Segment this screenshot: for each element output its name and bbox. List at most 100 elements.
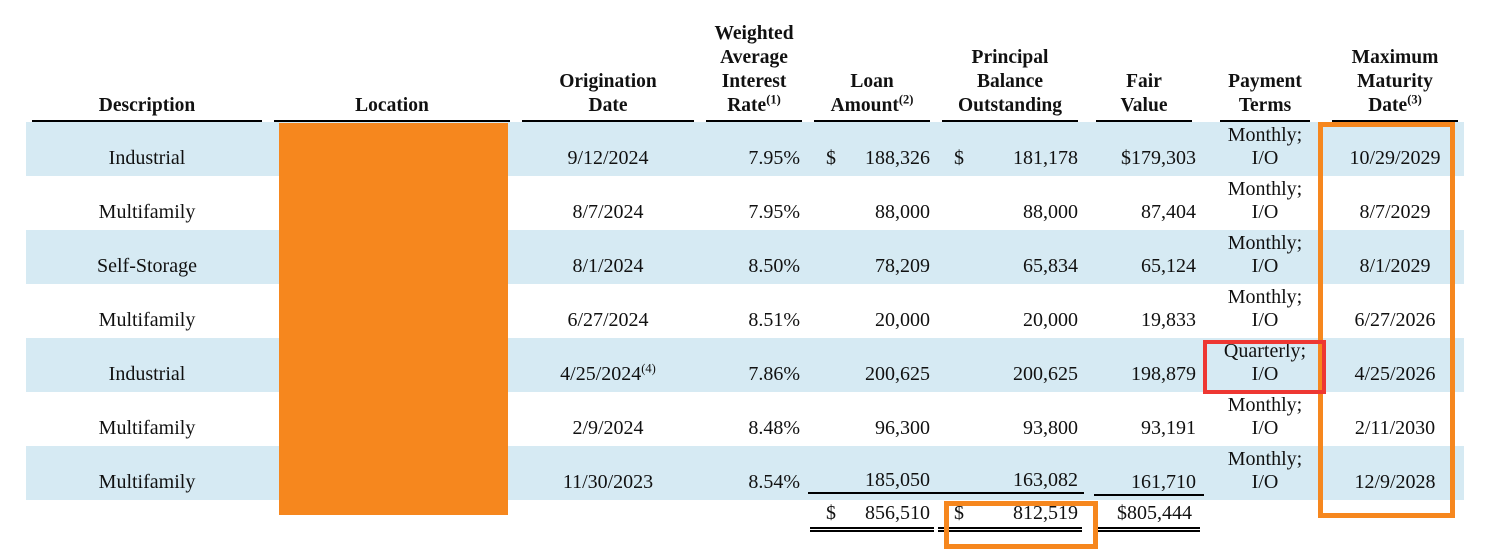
loan-amount-total-value: 856,510 [865,502,930,524]
loan-amount-value: 88,000 [875,201,930,223]
origination-date-value: 4/25/2024 [560,363,642,385]
maturity-date-value: 2/11/2030 [1354,417,1436,439]
description-value: Self-Storage [97,255,197,277]
fair-value-cell: 87,404 [1084,176,1204,230]
origination-date-value: 11/30/2023 [562,471,654,493]
interest-rate-value: 7.95% [748,147,800,169]
dollar-sign: $ [826,502,836,524]
loan-amount-value: 78,209 [875,255,930,277]
fair-value-value: $179,303 [1121,147,1196,169]
origination-date-value: 9/12/2024 [567,147,649,169]
dollar-sign: $ [826,147,836,169]
loan-amount-cell: 185,050 [808,446,936,500]
interest-rate-value: 7.86% [748,363,800,385]
payment-terms-cell: Monthly; I/O [1204,392,1326,446]
description-cell: Multifamily [26,446,268,500]
origination-date-cell: 6/27/2024 [516,284,700,338]
empty-cell [26,500,268,540]
fair-value-total-cell: $805,444 [1084,500,1204,540]
description-cell: Industrial [26,122,268,176]
description-value: Multifamily [98,471,196,493]
col-header-description: Description [26,0,268,122]
origination-date-cell: 8/1/2024 [516,230,700,284]
description-cell: Multifamily [26,284,268,338]
loan-amount-total-cell: $856,510 [808,500,936,540]
principal-balance-value: 181,178 [1013,147,1078,169]
col-header-label: Origination Date [559,71,657,116]
col-header-origination-date: Origination Date [516,0,700,122]
payment-frequency: Quarterly; [1223,340,1307,362]
fair-value-cell: 19,833 [1084,284,1204,338]
principal-balance-value: 163,082 [1013,469,1078,491]
col-header-label: Loan Amount [830,71,899,116]
fair-value-cell: 161,710 [1084,446,1204,500]
payment-terms-cell: Monthly; I/O [1204,176,1326,230]
fair-value-cell: 93,191 [1084,392,1204,446]
empty-cell [516,500,700,540]
payment-frequency: Monthly; [1227,394,1303,416]
principal-balance-cell: 20,000 [936,284,1084,338]
maturity-date-value: 4/25/2026 [1354,363,1436,385]
payment-type: I/O [1251,309,1279,331]
loan-schedule-table: Description Location Origination Date We… [26,0,1464,540]
col-header-label: Description [98,95,196,116]
fair-value-value: 161,710 [1131,471,1196,493]
principal-balance-total-cell: $812,519 [936,500,1084,540]
interest-rate-value: 8.51% [748,309,800,331]
interest-rate-value: 7.95% [748,201,800,223]
principal-total-highlight-box [944,501,1098,549]
table-row: Multifamily 6/27/2024 8.51% 20,000 20,00… [26,284,1464,338]
col-header-interest-rate: Weighted Average Interest Rate(1) [700,0,808,122]
maturity-date-cell: 6/27/2026 [1326,284,1464,338]
loan-amount-value: 200,625 [865,363,930,385]
principal-balance-cell: $181,178 [936,122,1084,176]
maturity-date-value: 8/1/2029 [1359,255,1431,277]
payment-type: I/O [1251,201,1279,223]
principal-balance-value: 20,000 [1023,309,1078,331]
description-cell: Industrial [26,338,268,392]
loan-amount-value: 20,000 [875,309,930,331]
fair-value-value: 65,124 [1141,255,1196,277]
payment-type: I/O [1251,255,1279,277]
principal-balance-cell: 200,625 [936,338,1084,392]
col-header-label: Fair Value [1120,71,1168,116]
maturity-date-value: 8/7/2029 [1359,201,1431,223]
footnote-marker: (1) [766,92,781,107]
principal-balance-value: 65,834 [1023,255,1078,277]
table-row: Self-Storage 8/1/2024 8.50% 78,209 65,83… [26,230,1464,284]
table-row: Multifamily 2/9/2024 8.48% 96,300 93,800… [26,392,1464,446]
col-header-payment-terms: Payment Terms [1204,0,1326,122]
loan-amount-cell: 200,625 [808,338,936,392]
origination-date-cell: 9/12/2024 [516,122,700,176]
location-redaction-block [279,123,508,515]
fair-value-value: 93,191 [1141,417,1196,439]
loan-amount-cell: $188,326 [808,122,936,176]
description-value: Industrial [108,363,186,385]
interest-rate-cell: 8.54% [700,446,808,500]
maturity-date-cell: 8/7/2029 [1326,176,1464,230]
footnote-marker: (4) [641,361,656,376]
description-cell: Multifamily [26,176,268,230]
principal-balance-cell: 88,000 [936,176,1084,230]
loan-amount-cell: 20,000 [808,284,936,338]
description-value: Multifamily [98,309,196,331]
fair-value-cell: $179,303 [1084,122,1204,176]
maturity-date-cell: 2/11/2030 [1326,392,1464,446]
origination-date-value: 2/9/2024 [572,417,644,439]
maturity-date-cell: 10/29/2029 [1326,122,1464,176]
footnote-marker: (3) [1407,92,1422,107]
interest-rate-cell: 7.95% [700,122,808,176]
totals-row: $856,510 $812,519 $805,444 [26,500,1464,540]
payment-terms-cell: Monthly; I/O [1204,284,1326,338]
header-row: Description Location Origination Date We… [26,0,1464,122]
description-cell: Self-Storage [26,230,268,284]
payment-type: I/O [1251,471,1279,493]
payment-terms-cell: Quarterly; I/O [1204,338,1326,392]
payment-frequency: Monthly; [1227,232,1303,254]
principal-balance-cell: 93,800 [936,392,1084,446]
principal-balance-value: 93,800 [1023,417,1078,439]
principal-balance-total-value: 812,519 [1013,502,1078,524]
fair-value-value: 87,404 [1141,201,1196,223]
payment-frequency: Monthly; [1227,124,1303,146]
